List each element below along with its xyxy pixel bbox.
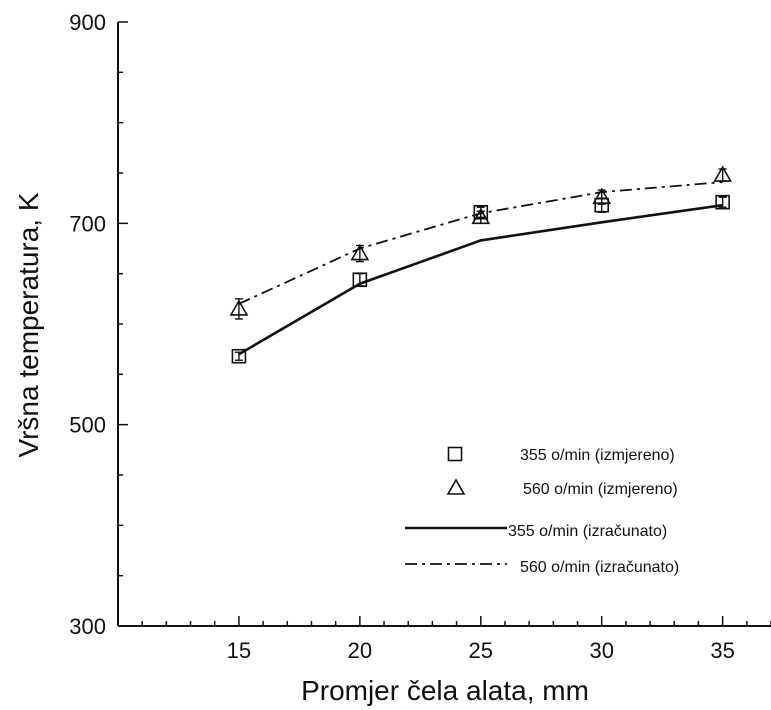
plot-frame	[117, 22, 771, 627]
legend-label: 355 o/min (izmjereno)	[520, 447, 675, 464]
square-marker	[231, 348, 247, 364]
y-axis-label: Vršna temperatura, K	[13, 192, 44, 457]
x-tick-label: 25	[469, 638, 493, 663]
x-tick-label: 30	[589, 638, 613, 663]
legend: 355 o/min (izmjereno) 560 o/min (izmjeren…	[405, 446, 679, 576]
legend-triangle-icon	[446, 478, 466, 495]
legend-item: 560 o/min (izračunato)	[405, 559, 679, 576]
y-tick-label: 300	[69, 614, 106, 639]
x-axis-label: Promjer čela alata, mm	[301, 675, 589, 706]
y-tick-label: 900	[69, 10, 106, 35]
legend-label: 560 o/min (izračunato)	[520, 559, 679, 576]
series-line-2	[238, 203, 723, 356]
legend-label: 560 o/min (izmjereno)	[523, 481, 678, 498]
legend-item: 355 o/min (izračunato)	[405, 523, 667, 540]
y-tick-label: 700	[69, 211, 106, 236]
legend-label: 355 o/min (izračunato)	[508, 523, 667, 540]
triangle-marker	[471, 207, 491, 225]
x-tick-label: 15	[227, 638, 251, 663]
y-tick-label: 500	[69, 413, 106, 438]
x-tick-label: 35	[710, 638, 734, 663]
triangle-marker	[350, 243, 370, 261]
series-line-3	[238, 181, 723, 305]
square-marker	[352, 272, 368, 288]
triangle-marker	[713, 165, 733, 182]
triangle-marker	[229, 299, 249, 316]
square-marker	[715, 194, 730, 210]
triangle-marker	[592, 187, 612, 204]
x-tick-label: 20	[348, 638, 372, 663]
axis-ticks: 300 500 700 900 15 20 25 30 35	[69, 10, 771, 663]
legend-item: 560 o/min (izmjereno)	[446, 478, 678, 498]
series-markers	[229, 165, 733, 364]
legend-square-icon	[447, 446, 463, 462]
legend-item: 355 o/min (izmjereno)	[447, 446, 675, 464]
